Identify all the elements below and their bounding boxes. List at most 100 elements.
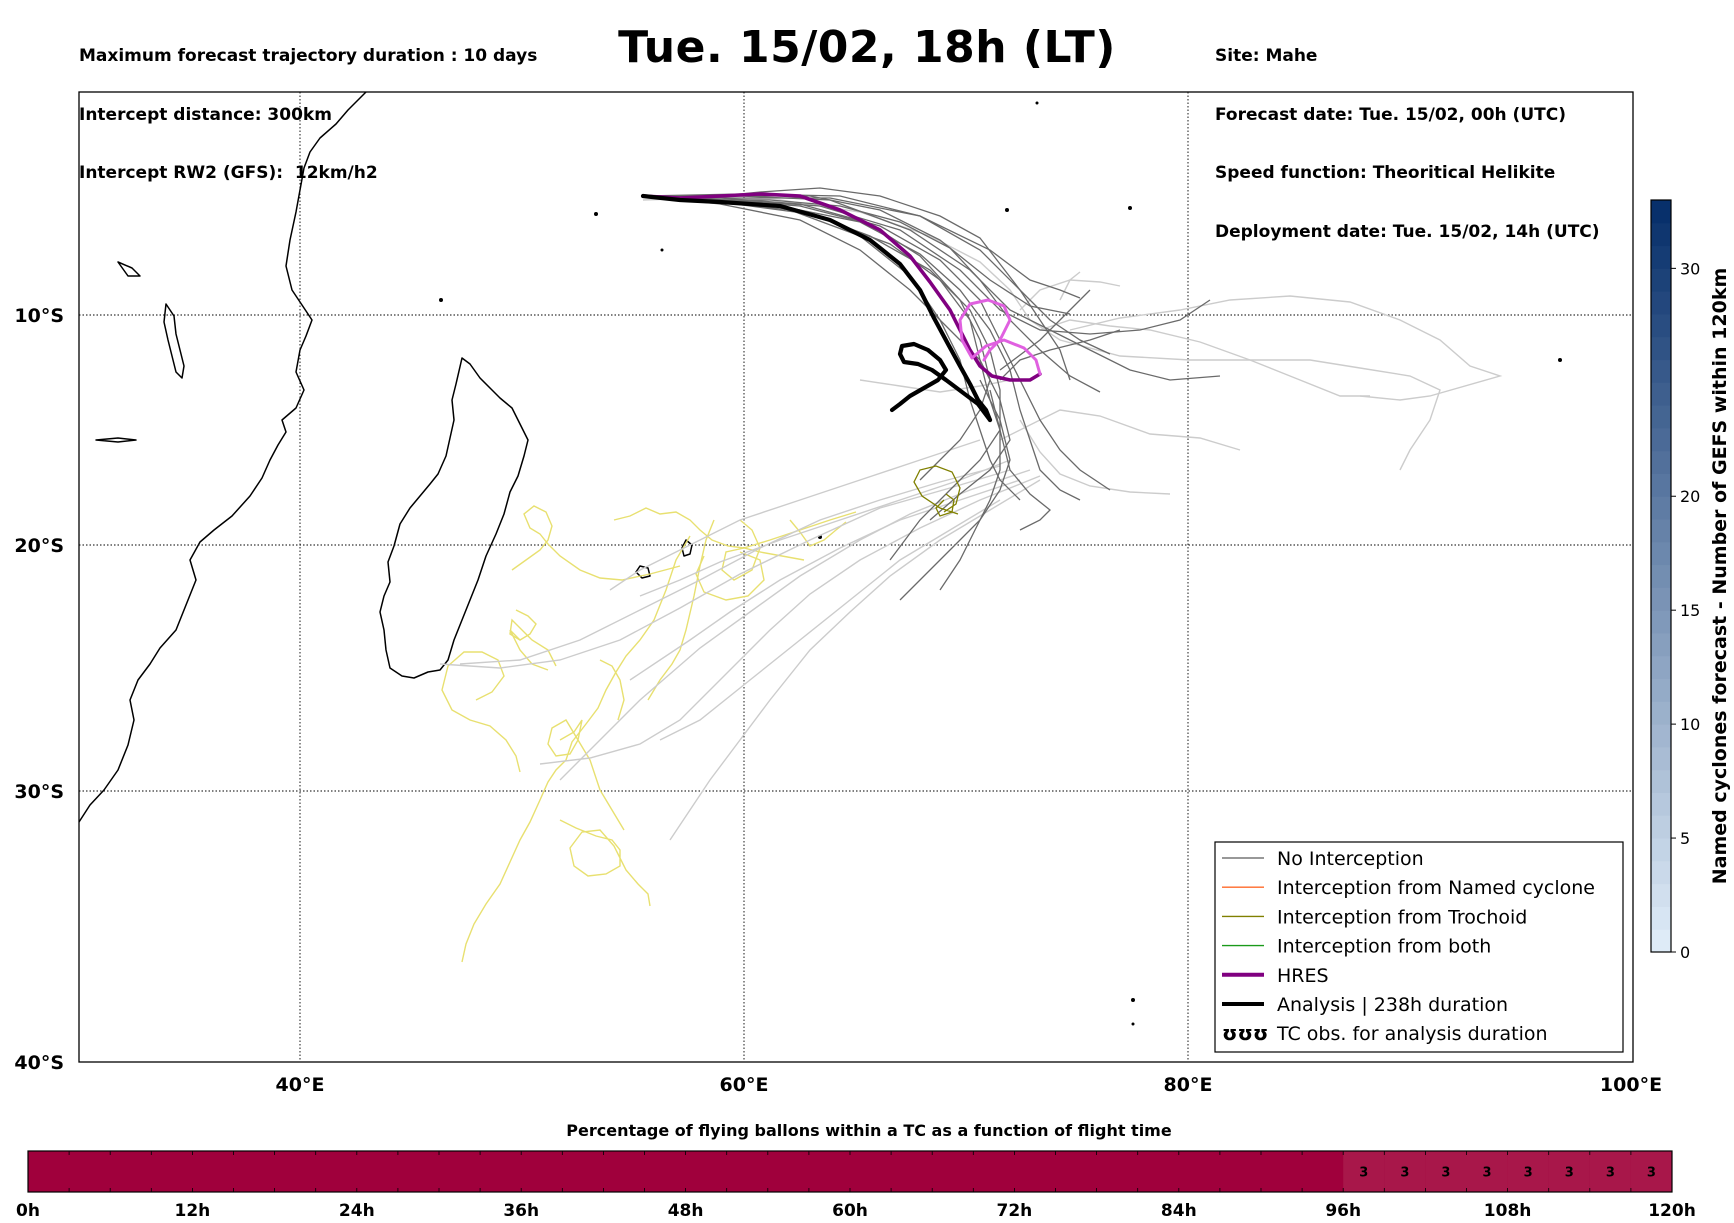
- tc-track: [599, 659, 625, 721]
- colorbar-tick-label: 72h: [997, 1201, 1033, 1221]
- colorbar-cell: [1651, 860, 1671, 885]
- colorbar-right: 0 5 10 15 20 30: [1650, 199, 1700, 962]
- tc-track: [441, 651, 521, 773]
- colorbar-cell: [1651, 405, 1671, 429]
- legend-symbol: ʊʊʊ: [1222, 1021, 1268, 1045]
- lon-label: 60°E: [720, 1074, 769, 1096]
- colorbar-cell: [1651, 222, 1671, 247]
- colorbar-cell: [1651, 655, 1671, 680]
- legend-label: No Interception: [1277, 848, 1424, 870]
- colorbar-cell: [1651, 245, 1671, 269]
- colorbar-cell: [1507, 1151, 1549, 1192]
- colorbar-cell-value: 3: [1359, 1166, 1368, 1181]
- map-legend: No Interception Interception from Named c…: [1214, 841, 1624, 1053]
- trajectory: [1019, 419, 1171, 495]
- colorbar-cell: [1651, 587, 1671, 611]
- lat-label: 10°S: [14, 305, 64, 327]
- map-frame: [78, 91, 1634, 1063]
- legend-label: HRES: [1277, 965, 1329, 987]
- title-text: Tue. 15/02, 18h (LT): [618, 22, 1116, 73]
- hres-line: [641, 192, 1042, 382]
- trajectory: [459, 465, 1001, 665]
- colorbar-cell: [1651, 838, 1671, 862]
- trajectory: [629, 479, 1021, 681]
- trajectory: [642, 195, 1051, 531]
- trochoid-track: [913, 465, 961, 515]
- legend-label: Interception from Named cyclone: [1277, 877, 1595, 899]
- colorbar-cell: [1651, 268, 1671, 292]
- lon-label: 80°E: [1164, 1074, 1213, 1096]
- header-right-line: Site: Mahe: [1215, 46, 1318, 66]
- lat-label: 40°S: [14, 1052, 64, 1074]
- colorbar-cell: [1651, 200, 1671, 224]
- tc-track: [511, 505, 681, 581]
- colorbar-cell: [1651, 450, 1671, 474]
- trajectory: [643, 195, 1071, 315]
- colorbar-cell: [1651, 564, 1671, 588]
- colorbar-tick-label: 30: [1680, 259, 1700, 278]
- colorbar-cell: [1651, 519, 1671, 543]
- trajectory: [1059, 271, 1081, 301]
- trajectory: [642, 195, 1211, 335]
- colorbar-cell: [1343, 1151, 1385, 1192]
- trajectory: [999, 329, 1121, 381]
- trajectory: [642, 195, 1081, 501]
- island: [660, 248, 664, 252]
- coastlines: [78, 91, 693, 823]
- colorbar-bottom-title: Percentage of flying ballons within a TC…: [566, 1121, 1172, 1140]
- colorbar-tick-label: 0: [1680, 943, 1690, 962]
- colorbar-tick-label: 108h: [1484, 1201, 1532, 1221]
- tc-track: [547, 719, 625, 831]
- africa-lake: [95, 437, 137, 443]
- africa-coastline: [78, 91, 367, 823]
- analysis-line: [640, 193, 993, 423]
- trajectory: [1039, 319, 1370, 397]
- lon-labels: 40°E 60°E 80°E 100°E: [276, 1074, 1663, 1096]
- colorbar-cell: [1651, 929, 1671, 953]
- colorbar-cell: [1651, 724, 1671, 748]
- island: [1131, 1022, 1135, 1026]
- hres-tail-line: [958, 298, 1042, 376]
- tc-track: [721, 511, 857, 581]
- lon-label: 40°E: [276, 1074, 325, 1096]
- colorbar-cell: [1651, 792, 1671, 816]
- island: [1035, 101, 1039, 105]
- header-right-line: Speed function: Theoritical Helikite: [1215, 163, 1556, 183]
- colorbar-cell: [1651, 291, 1671, 315]
- colorbar-cell: [1651, 473, 1671, 497]
- trajectory: [539, 475, 1041, 765]
- header-left-line: Maximum forecast trajectory duration : 1…: [79, 46, 538, 66]
- island: [1131, 998, 1135, 1002]
- page-title: Tue. 15/02, 18h (LT): [0, 22, 1734, 73]
- colorbar-cell-value: 3: [1524, 1166, 1533, 1181]
- colorbar-cell: [1630, 1151, 1672, 1192]
- trajectory: [642, 195, 1021, 501]
- trajectory: [642, 197, 1441, 471]
- colorbar-tick-label: 120h: [1648, 1201, 1696, 1221]
- lat-labels: 10°S 20°S 30°S 40°S: [14, 305, 64, 1074]
- colorbar-cell: [1651, 632, 1671, 657]
- trajectory: [999, 409, 1241, 451]
- colorbar-cell: [1466, 1151, 1508, 1192]
- hres-track: [641, 192, 1042, 382]
- trajectory: [642, 195, 1081, 299]
- colorbar-cell: [1651, 610, 1671, 634]
- reunion-coastline: [635, 565, 651, 579]
- lat-label: 20°S: [14, 535, 64, 557]
- lat-label: 30°S: [14, 781, 64, 803]
- colorbar-bottom: 3 3 3 3 3 3 3 3 0h 12h 24h 36h 48h 60h 72h 84h 96h 108h 12…: [16, 1150, 1696, 1221]
- colorbar-cell-value: 3: [1565, 1166, 1574, 1181]
- colorbar-tick-label: 96h: [1325, 1201, 1361, 1221]
- trajectory: [642, 195, 991, 481]
- trochoid-track: [935, 493, 955, 517]
- trajectory: [609, 439, 981, 591]
- header-right: Site: Mahe Forecast date: Tue. 15/02, 00…: [1215, 8, 1600, 262]
- colorbar-cell: [1651, 678, 1671, 702]
- colorbar-tick-label: 60h: [832, 1201, 868, 1221]
- island: [1558, 358, 1562, 362]
- colorbar-tick-label: 24h: [339, 1201, 375, 1221]
- colorbar-cell: [1651, 769, 1671, 793]
- analysis-line: [889, 341, 993, 423]
- graticule: [79, 92, 1633, 1062]
